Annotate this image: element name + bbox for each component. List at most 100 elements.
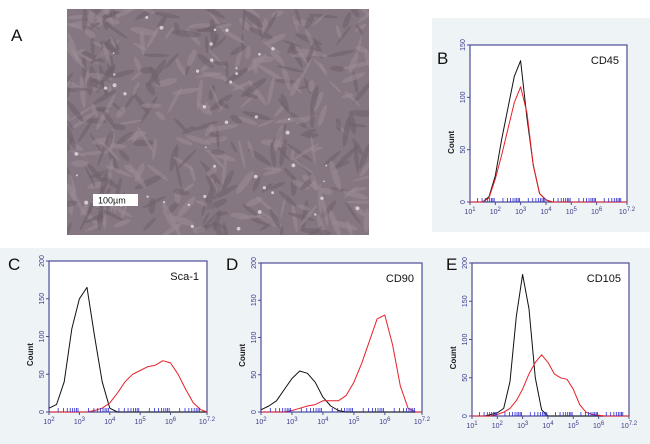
bright-cell	[355, 206, 360, 211]
cell	[67, 100, 84, 122]
cell	[116, 106, 126, 118]
cell	[171, 30, 202, 38]
cell	[359, 143, 369, 169]
bright-cell	[235, 67, 238, 70]
cell	[67, 32, 79, 61]
cell	[103, 177, 119, 189]
bright-cell	[84, 200, 89, 205]
cell	[355, 23, 364, 35]
bright-cell	[202, 105, 207, 109]
cell	[157, 15, 168, 29]
cell	[102, 42, 111, 66]
panel-letter: B	[437, 49, 448, 68]
cell	[186, 49, 197, 67]
cell	[141, 9, 156, 15]
cell	[300, 128, 317, 136]
bright-cell	[75, 174, 78, 177]
plot-area	[260, 262, 423, 413]
cell	[143, 217, 156, 231]
cell	[209, 153, 225, 169]
bright-cell	[187, 203, 191, 207]
cell	[323, 150, 342, 166]
bright-cell	[320, 196, 324, 200]
bright-cell	[163, 200, 166, 204]
cell	[291, 203, 298, 233]
cell	[208, 84, 216, 101]
cell	[217, 101, 230, 109]
x-tick-label: 102	[43, 417, 55, 426]
y-tick-label: 0	[39, 410, 46, 414]
cell	[335, 25, 352, 46]
control-histogram	[48, 286, 207, 413]
x-tick-label: 106	[591, 207, 603, 216]
cell	[359, 160, 369, 177]
bright-cell	[313, 213, 317, 216]
cell	[291, 157, 314, 174]
cell	[110, 36, 116, 49]
cell	[207, 124, 239, 132]
bright-cell	[325, 164, 328, 167]
bright-cell	[225, 28, 229, 32]
scale-bar-label: 100µm	[98, 196, 126, 206]
cell	[231, 80, 253, 92]
cell	[184, 64, 190, 77]
cell	[341, 72, 366, 83]
bright-cell	[291, 163, 296, 168]
cell	[155, 78, 178, 87]
cell	[80, 204, 89, 216]
cell	[263, 168, 282, 176]
cell	[196, 79, 203, 110]
y-tick-label: 50	[460, 146, 467, 154]
cell	[202, 71, 228, 80]
bright-cell	[253, 174, 258, 179]
cell	[252, 176, 261, 192]
cell	[155, 111, 166, 121]
bright-cell	[190, 224, 194, 229]
bright-cell	[224, 120, 229, 125]
cell	[329, 160, 342, 191]
cell	[67, 222, 72, 235]
cell	[113, 219, 131, 228]
cell-texture	[67, 9, 369, 235]
cell	[309, 107, 315, 129]
cell	[335, 24, 342, 41]
y-axis-label: Count	[449, 346, 458, 369]
cell	[172, 87, 200, 95]
bright-cell	[159, 25, 164, 30]
cell	[236, 9, 261, 18]
cell	[80, 50, 106, 63]
cell	[353, 145, 360, 173]
cell	[69, 106, 94, 121]
cell	[342, 190, 368, 200]
bright-cell	[213, 164, 216, 168]
marker-label: CD90	[386, 273, 414, 285]
cell	[320, 187, 333, 195]
cell	[145, 82, 156, 96]
cell	[248, 27, 273, 40]
plot-area	[471, 262, 630, 417]
bright-cell	[112, 83, 117, 88]
x-tick-label: 101	[466, 421, 478, 430]
cell	[165, 26, 175, 40]
cell	[209, 198, 228, 209]
cell	[322, 198, 329, 227]
cell	[256, 120, 274, 128]
cell	[270, 142, 276, 168]
y-tick-label: 100	[251, 332, 258, 344]
cell	[261, 182, 273, 193]
cell	[143, 53, 170, 58]
x-tick-label: 101	[464, 207, 476, 216]
y-tick-label: 200	[462, 257, 469, 269]
marker-label: CD45	[591, 55, 619, 67]
cell	[176, 137, 193, 146]
cell	[304, 14, 314, 29]
plot-area	[48, 260, 208, 413]
cell	[182, 126, 197, 134]
panel-letter-a: A	[11, 26, 23, 45]
cell	[223, 221, 230, 235]
cell	[185, 135, 212, 145]
cell	[305, 29, 316, 49]
cell	[130, 71, 143, 81]
cell	[280, 195, 287, 218]
y-axis-label: Count	[447, 130, 456, 153]
